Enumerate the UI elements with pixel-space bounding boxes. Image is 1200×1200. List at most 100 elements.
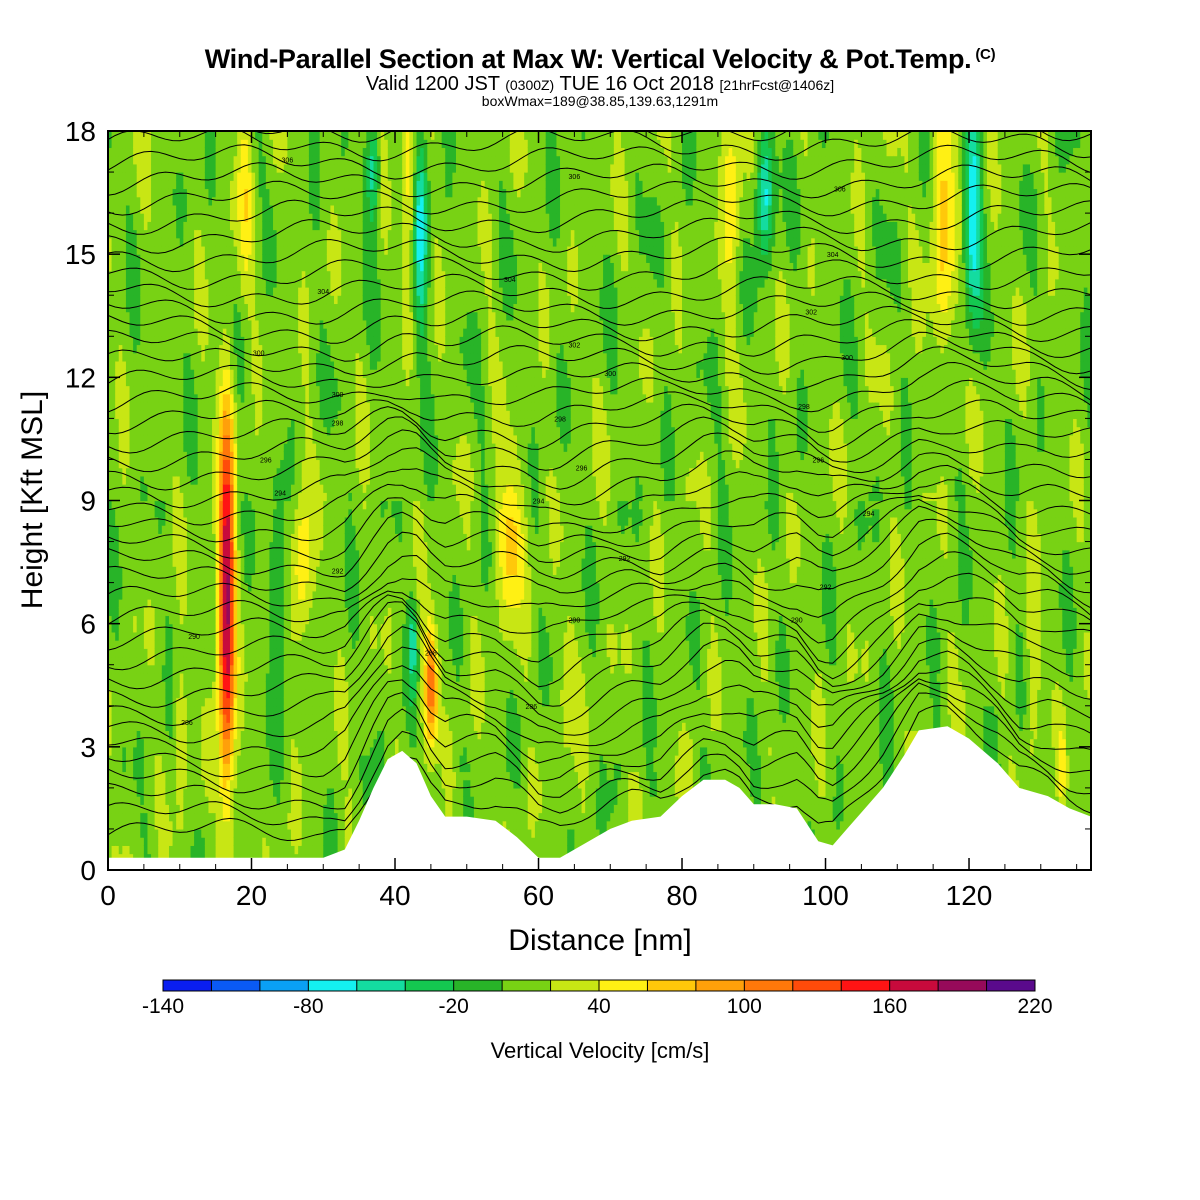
velocity-cell xyxy=(229,623,235,633)
velocity-cell xyxy=(194,451,199,461)
velocity-cell xyxy=(125,796,131,805)
velocity-cell xyxy=(240,500,245,510)
velocity-cell xyxy=(197,796,202,805)
velocity-cell xyxy=(151,640,156,649)
velocity-cell xyxy=(194,401,199,411)
velocity-cell xyxy=(273,295,278,305)
velocity-cell xyxy=(262,360,267,370)
velocity-cell xyxy=(219,377,224,387)
velocity-cell xyxy=(168,648,174,658)
velocity-cell xyxy=(258,623,263,633)
velocity-cell xyxy=(179,516,184,526)
velocity-cell xyxy=(251,582,256,592)
velocity-cell xyxy=(118,516,123,526)
velocity-cell xyxy=(154,492,159,502)
velocity-cell xyxy=(255,533,260,543)
velocity-cell xyxy=(262,418,267,428)
velocity-cell xyxy=(265,746,271,756)
velocity-cell xyxy=(298,738,303,748)
velocity-cell xyxy=(273,508,278,518)
velocity-cell xyxy=(229,631,235,641)
velocity-cell xyxy=(298,746,303,756)
velocity-cell xyxy=(147,755,152,764)
velocity-cell xyxy=(111,147,116,157)
velocity-cell xyxy=(204,434,210,444)
velocity-cell xyxy=(269,426,274,436)
velocity-cell xyxy=(151,163,156,173)
velocity-cell xyxy=(201,287,206,296)
velocity-cell xyxy=(154,828,159,838)
velocity-cell xyxy=(255,631,260,641)
velocity-cell xyxy=(283,229,288,239)
velocity-cell xyxy=(276,131,281,140)
velocity-cell xyxy=(154,459,159,469)
velocity-cell xyxy=(190,172,195,181)
velocity-cell xyxy=(269,664,274,674)
velocity-cell xyxy=(133,295,138,305)
velocity-cell xyxy=(204,656,210,666)
forecast-info: [21hrFcst@1406z] xyxy=(720,77,835,93)
velocity-cell xyxy=(208,525,213,534)
velocity-cell xyxy=(133,401,138,411)
velocity-cell xyxy=(276,820,281,830)
velocity-cell xyxy=(168,804,174,814)
velocity-cell xyxy=(125,779,131,789)
velocity-cell xyxy=(140,270,145,280)
velocity-cell xyxy=(262,213,267,222)
velocity-cell xyxy=(125,804,131,814)
velocity-cell xyxy=(197,623,202,633)
velocity-cell xyxy=(168,837,174,846)
velocity-cell xyxy=(118,385,123,395)
velocity-cell xyxy=(111,500,116,510)
velocity-cell xyxy=(186,705,192,715)
velocity-cell xyxy=(158,599,163,608)
velocity-cell xyxy=(194,566,199,575)
velocity-cell xyxy=(183,557,188,567)
velocity-cell xyxy=(222,656,227,666)
velocity-cell xyxy=(258,245,263,255)
velocity-cell xyxy=(168,328,174,337)
velocity-cell xyxy=(212,311,217,321)
velocity-cell xyxy=(212,213,217,222)
velocity-cell xyxy=(201,221,206,231)
velocity-cell xyxy=(212,787,217,797)
velocity-cell xyxy=(219,722,224,732)
velocity-cell xyxy=(298,319,303,329)
velocity-cell xyxy=(186,369,192,378)
velocity-cell xyxy=(172,541,177,551)
velocity-cell xyxy=(255,746,260,756)
velocity-cell xyxy=(222,401,227,411)
velocity-cell xyxy=(226,451,231,461)
velocity-cell xyxy=(122,344,127,354)
velocity-cell xyxy=(158,664,163,674)
velocity-cell xyxy=(283,245,288,255)
velocity-cell xyxy=(183,541,188,551)
velocity-cell xyxy=(240,689,245,699)
velocity-cell xyxy=(154,360,159,370)
velocity-cell xyxy=(186,336,192,346)
velocity-cell xyxy=(111,722,116,732)
velocity-cell xyxy=(233,254,238,263)
velocity-cell xyxy=(111,385,116,395)
velocity-cell xyxy=(168,599,174,608)
velocity-cell xyxy=(197,131,202,140)
velocity-cell xyxy=(186,180,192,190)
velocity-cell xyxy=(143,705,149,715)
velocity-cell xyxy=(222,443,227,452)
velocity-cell xyxy=(194,278,199,288)
velocity-cell xyxy=(240,221,245,231)
velocity-cell xyxy=(258,344,263,354)
velocity-cell xyxy=(122,401,127,411)
velocity-cell xyxy=(143,204,149,214)
velocity-cell xyxy=(111,213,116,222)
velocity-cell xyxy=(229,508,235,518)
velocity-cell xyxy=(237,590,242,600)
velocity-cell xyxy=(176,787,181,797)
velocity-cell xyxy=(151,360,156,370)
velocity-cell xyxy=(140,196,145,206)
velocity-cell xyxy=(183,549,188,559)
velocity-cell xyxy=(172,787,177,797)
velocity-cell xyxy=(136,139,141,149)
velocity-cell xyxy=(287,549,292,559)
velocity-cell xyxy=(143,763,149,773)
